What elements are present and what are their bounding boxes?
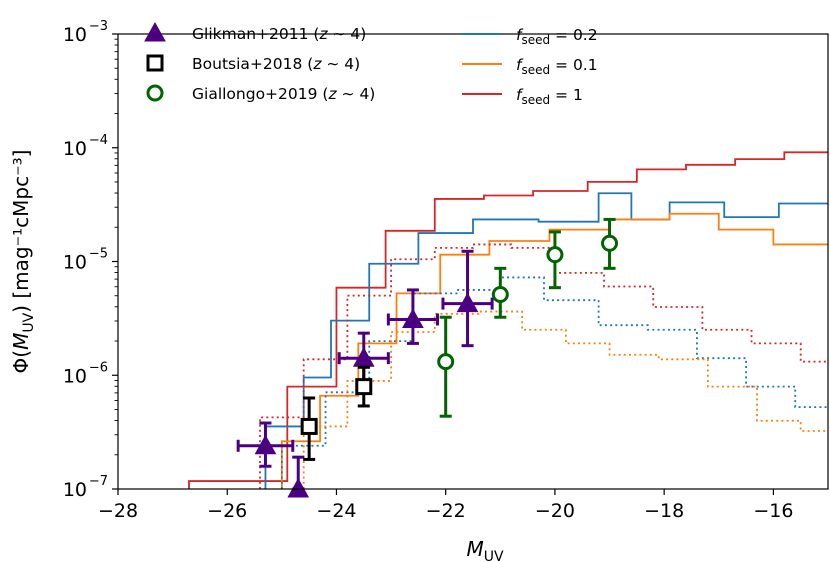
legend-item-fseed-1: fseed = 0.1 [462, 56, 598, 77]
legend-item-boutsia-2018: Boutsia+2018 (z ∼ 4) [146, 54, 360, 73]
x-tick-label: −16 [753, 500, 793, 522]
x-tick-label: −22 [426, 500, 466, 522]
y-tick-exponent: −4 [89, 133, 108, 148]
observations-group [236, 217, 619, 498]
legend-label: fseed = 1 [516, 86, 583, 107]
obs-2-point-1 [491, 266, 509, 319]
y-tick-label: 10 [63, 138, 87, 160]
legend-label: Glikman+2011 (z ∼ 4) [192, 25, 366, 43]
x-tick-label: −24 [316, 500, 356, 522]
legend-label: fseed = 0.2 [516, 26, 598, 47]
model-series-group [188, 151, 828, 489]
legend-item-fseed-2: fseed = 1 [462, 86, 583, 107]
circle-marker [546, 246, 564, 264]
x-tick-label: −20 [535, 500, 575, 522]
triangle-marker [287, 477, 310, 498]
obs-0-point-4 [441, 249, 494, 348]
y-tick-label: 10 [63, 365, 87, 387]
obs-2-point-3 [601, 217, 619, 270]
legend-item-glikman-2011: Glikman+2011 (z ∼ 4) [144, 21, 366, 43]
y-tick-label: 10 [63, 24, 87, 46]
square-marker [300, 417, 318, 435]
series-line-3 [259, 243, 828, 489]
series-line-0 [188, 151, 828, 489]
series-line-5 [302, 310, 828, 489]
legend-label: fseed = 0.1 [516, 56, 598, 77]
obs-1-point-0 [300, 396, 318, 461]
legend-item-giallongo-2019: Giallongo+2019 (z ∼ 4) [146, 84, 375, 103]
y-tick-label: 10 [63, 252, 87, 274]
obs-2-point-0 [437, 315, 455, 418]
triangle-marker [456, 292, 479, 313]
y-axis-label: Φ(MUV) [mag⁻¹cMpc⁻³] [9, 150, 37, 374]
obs-0-point-3 [386, 288, 439, 345]
legend-triangle-marker [144, 21, 166, 42]
triangle-marker [402, 308, 424, 329]
series-line-4 [280, 276, 828, 489]
legend-item-fseed-0: fseed = 0.2 [462, 26, 598, 47]
x-tick-label: −26 [207, 500, 247, 522]
x-tick-label: −18 [644, 500, 684, 522]
legend-label: Boutsia+2018 (z ∼ 4) [192, 55, 360, 73]
series-line-1 [264, 192, 828, 489]
y-tick-label: 10 [63, 479, 87, 501]
obs-0-point-1 [287, 455, 310, 498]
circle-marker [491, 285, 509, 303]
triangle-marker [254, 434, 277, 455]
y-tick-exponent: −5 [89, 247, 108, 262]
x-axis-label: MUV [466, 537, 504, 562]
square-marker [355, 378, 373, 396]
y-tick-exponent: −6 [89, 360, 108, 375]
obs-0-point-0 [236, 421, 295, 468]
legend-circle-marker [146, 84, 164, 102]
circle-marker [601, 234, 619, 252]
circle-marker [437, 353, 455, 371]
obs-1-point-1 [355, 365, 373, 408]
series-line-2 [280, 212, 828, 489]
x-tick-label: −28 [98, 500, 138, 522]
legend: Glikman+2011 (z ∼ 4) Boutsia+2018 (z ∼ 4)… [144, 21, 598, 107]
y-tick-exponent: −7 [89, 474, 108, 489]
legend-square-marker [146, 54, 164, 72]
obs-2-point-2 [546, 230, 564, 290]
y-tick-exponent: −3 [89, 19, 108, 34]
legend-label: Giallongo+2019 (z ∼ 4) [192, 85, 375, 103]
